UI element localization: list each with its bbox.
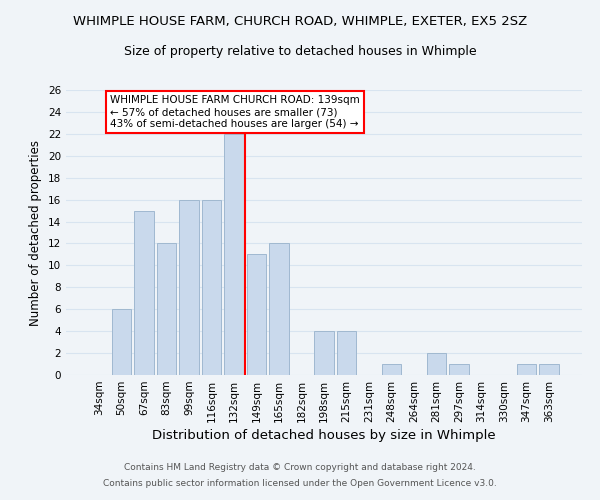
Text: Contains public sector information licensed under the Open Government Licence v3: Contains public sector information licen… (103, 478, 497, 488)
Bar (112, 309, 131, 375)
Bar (337, 331, 356, 375)
Bar (247, 254, 266, 375)
Text: WHIMPLE HOUSE FARM CHURCH ROAD: 139sqm
← 57% of detached houses are smaller (73): WHIMPLE HOUSE FARM CHURCH ROAD: 139sqm ←… (110, 96, 360, 128)
Bar (314, 331, 334, 375)
Bar (517, 364, 536, 375)
Bar (539, 364, 559, 375)
Bar (427, 353, 446, 375)
Text: WHIMPLE HOUSE FARM, CHURCH ROAD, WHIMPLE, EXETER, EX5 2SZ: WHIMPLE HOUSE FARM, CHURCH ROAD, WHIMPLE… (73, 15, 527, 28)
Text: Size of property relative to detached houses in Whimple: Size of property relative to detached ho… (124, 45, 476, 58)
Bar (224, 134, 244, 375)
Bar (179, 200, 199, 375)
Bar (202, 200, 221, 375)
Bar (157, 244, 176, 375)
Bar (269, 244, 289, 375)
X-axis label: Distribution of detached houses by size in Whimple: Distribution of detached houses by size … (152, 429, 496, 442)
Bar (449, 364, 469, 375)
Bar (382, 364, 401, 375)
Bar (134, 210, 154, 375)
Y-axis label: Number of detached properties: Number of detached properties (29, 140, 43, 326)
Text: Contains HM Land Registry data © Crown copyright and database right 2024.: Contains HM Land Registry data © Crown c… (124, 464, 476, 472)
